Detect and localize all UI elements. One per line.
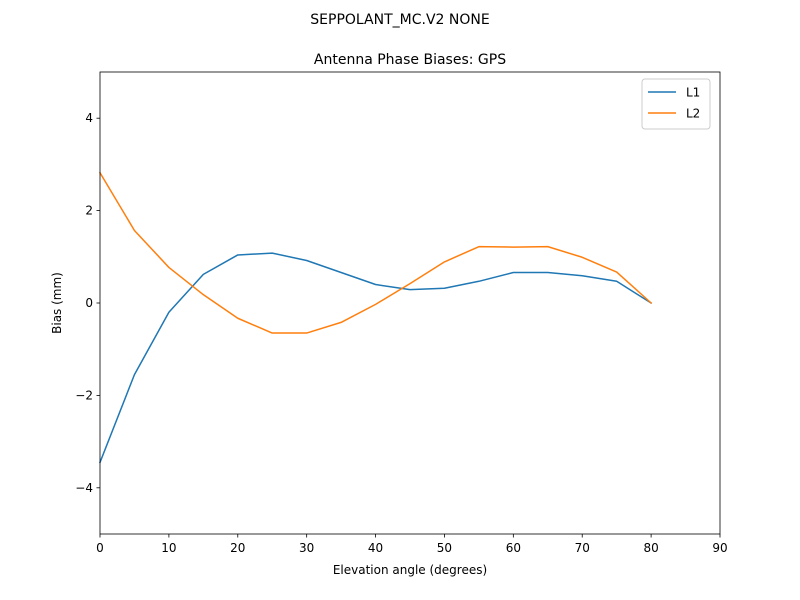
x-tick-label: 0	[96, 541, 104, 555]
series-line-l1	[99, 252, 653, 464]
y-tick-label: 2	[85, 204, 93, 218]
y-tick-label: 0	[85, 296, 93, 310]
legend: L1 L2	[641, 78, 711, 130]
x-tick-label: 30	[299, 541, 314, 555]
x-axis-label: Elevation angle (degrees)	[333, 563, 487, 577]
x-tick-label: 10	[161, 541, 176, 555]
x-tick-label: 90	[712, 541, 727, 555]
x-tick-label: 40	[368, 541, 383, 555]
y-axis-label: Bias (mm)	[50, 272, 64, 334]
x-tick-label: 70	[575, 541, 590, 555]
plot-area: 0 10 20 30 40 50 60 70 80 90 −4 −2 0 2 4	[75, 71, 728, 555]
x-tick-label: 20	[230, 541, 245, 555]
x-tick-label: 50	[437, 541, 452, 555]
series-line-l2	[98, 171, 653, 334]
chart-suptitle: SEPPOLANT_MC.V2 NONE	[310, 12, 489, 28]
y-tick-label: −4	[75, 481, 93, 495]
x-tick-label: 80	[643, 541, 658, 555]
x-tick-label: 60	[506, 541, 521, 555]
legend-label-l1: L1	[686, 86, 700, 100]
y-tick-label: 4	[85, 111, 93, 125]
chart-title: Antenna Phase Biases: GPS	[314, 52, 506, 68]
legend-label-l2: L2	[686, 107, 700, 121]
y-tick-label: −2	[75, 388, 93, 402]
